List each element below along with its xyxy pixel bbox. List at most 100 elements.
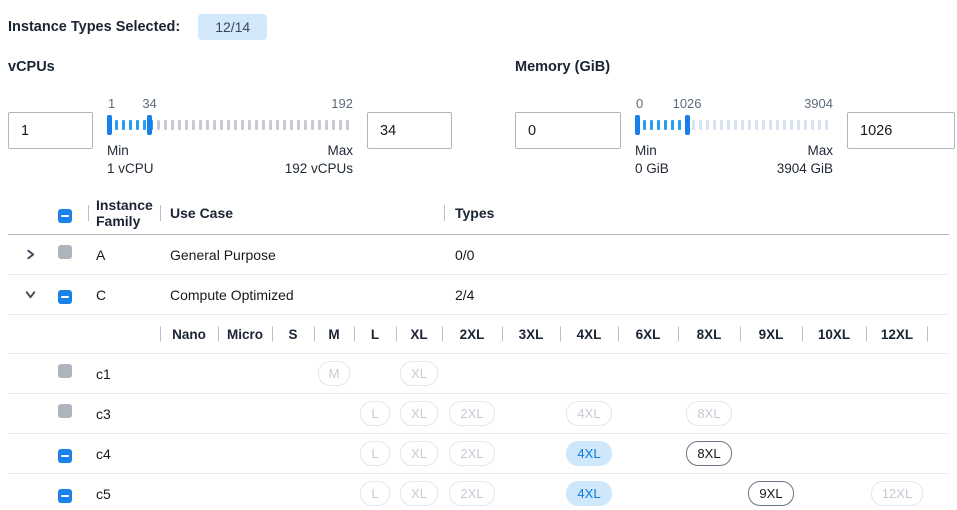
slider-tick — [115, 120, 118, 130]
vcpus-filter: vCPUs 1 34 192 Min 1 vCPU — [8, 59, 460, 178]
family-checkbox-cell — [52, 245, 88, 264]
vcpus-min-input[interactable] — [8, 112, 93, 149]
size-cell-2xl: 2XL — [442, 434, 502, 473]
vcpus-slider-track[interactable] — [107, 113, 353, 137]
size-cell-l — [354, 354, 396, 393]
types-count: 2/4 — [455, 286, 475, 303]
instance-checkbox-c5[interactable] — [58, 489, 72, 504]
slider-tick — [297, 120, 300, 130]
size-columns-grid: Nano Micro S M L XL 2XL 3XL 4XL 6XL 8XL 9XL 10XL 12XL — [160, 315, 949, 353]
instance-sizes-grid: M XL — [160, 354, 949, 393]
memory-max-input[interactable] — [847, 112, 955, 149]
slider-tick — [192, 120, 195, 130]
size-cell-xl: XL — [396, 474, 442, 510]
size-pill-c5-12xl: 12XL — [870, 481, 924, 507]
size-pill-c3-4xl: 4XL — [566, 401, 612, 427]
family-name: A — [96, 246, 106, 263]
memory-slider: 0 1026 3904 Min 0 GiB Max 3904 GiB — [635, 96, 833, 178]
size-cell-4xl: 4XL — [560, 474, 618, 510]
size-cell-s — [272, 354, 314, 393]
slider-tick — [797, 120, 800, 130]
instance-sizes-grid: L XL 2XL 4XL 8XL — [160, 434, 949, 473]
instance-checkbox-c3 — [58, 404, 72, 419]
slider-tick — [136, 120, 139, 130]
slider-tick — [241, 120, 244, 130]
family-checkbox-c[interactable] — [58, 290, 72, 305]
size-cell-l: L — [354, 474, 396, 510]
slider-handle-high[interactable] — [147, 115, 153, 135]
select-all-checkbox[interactable] — [58, 208, 72, 223]
size-cell-9xl: 9XL — [740, 474, 802, 510]
size-pill-c3-2xl: 2XL — [449, 401, 495, 427]
size-cell-12xl — [866, 394, 928, 433]
size-column-micro: Micro — [218, 315, 272, 353]
size-cell-10xl — [802, 394, 866, 433]
slider-tick — [678, 120, 681, 130]
size-pill-c3-l: L — [360, 401, 390, 427]
size-pill-c5-9xl[interactable]: 9XL — [748, 481, 794, 507]
expand-toggle-a[interactable] — [8, 248, 52, 261]
memory-min-input[interactable] — [515, 112, 621, 149]
slider-tick — [783, 120, 786, 130]
family-checkbox-cell — [52, 285, 88, 305]
vcpus-max-caption: Max 192 vCPUs — [284, 143, 353, 177]
size-cell-micro — [218, 394, 272, 433]
size-cell-m — [314, 434, 354, 473]
table-header-row: Instance Family Use Case Types — [8, 192, 949, 236]
slider-tick — [206, 120, 209, 130]
slider-handle-high[interactable] — [684, 115, 690, 135]
size-cell-micro — [218, 474, 272, 510]
size-pill-c4-8xl[interactable]: 8XL — [686, 441, 732, 467]
size-column-8xl: 8XL — [678, 315, 740, 353]
size-cell-6xl — [618, 354, 678, 393]
slider-tick — [643, 120, 646, 130]
slider-tick — [748, 120, 751, 130]
slider-tick — [248, 120, 251, 130]
vcpus-max-input[interactable] — [367, 112, 452, 149]
size-columns-header: Nano Micro S M L XL 2XL 3XL 4XL 6XL 8XL 9XL 10XL 12XL — [8, 315, 949, 355]
column-header-types: Types — [444, 205, 949, 221]
size-cell-l: L — [354, 394, 396, 433]
slider-tick — [825, 120, 828, 130]
family-row-c: C Compute Optimized 2/4 — [8, 275, 949, 316]
memory-slider-track[interactable] — [635, 113, 833, 137]
size-pill-c1-m: M — [317, 361, 351, 387]
instance-checkbox-cell — [52, 364, 88, 383]
memory-title: Memory (GiB) — [515, 59, 611, 75]
size-cell-10xl — [802, 354, 866, 393]
size-column-2xl: 2XL — [442, 315, 502, 353]
family-checkbox-a — [58, 245, 72, 260]
instance-name: c5 — [96, 485, 111, 502]
slider-tick — [776, 120, 779, 130]
slider-tick — [692, 120, 695, 130]
size-cell-2xl: 2XL — [442, 474, 502, 510]
slider-tick — [157, 120, 160, 130]
size-column-m: M — [314, 315, 354, 353]
collapse-toggle-c[interactable] — [8, 288, 52, 301]
memory-end-label: 3904 — [804, 96, 833, 111]
size-pill-c4-4xl[interactable]: 4XL — [566, 441, 612, 467]
instance-checkbox-c4[interactable] — [58, 449, 72, 464]
size-cell-8xl — [678, 354, 740, 393]
size-cell-4xl — [560, 354, 618, 393]
slider-tick — [769, 120, 772, 130]
column-header-use-case: Use Case — [160, 205, 444, 221]
size-cell-2xl: 2XL — [442, 394, 502, 433]
size-cell-m — [314, 474, 354, 510]
slider-tick — [185, 120, 188, 130]
size-pill-c5-4xl[interactable]: 4XL — [566, 481, 612, 507]
instance-row-c1: c1 M XL — [8, 354, 949, 395]
size-cell-micro — [218, 434, 272, 473]
instance-checkbox-cell — [52, 404, 88, 423]
use-case: General Purpose — [170, 246, 276, 263]
vcpus-high-label: 34 — [142, 96, 157, 111]
size-pill-c1-xl: XL — [400, 361, 438, 387]
size-cell-3xl — [502, 394, 560, 433]
size-cell-l: L — [354, 434, 396, 473]
size-cell-8xl: 8XL — [678, 394, 740, 433]
vcpus-slider: 1 34 192 Min 1 vCPU Max 192 vCPUs — [107, 96, 353, 178]
size-column-9xl: 9XL — [740, 315, 802, 353]
slider-handle-low[interactable] — [635, 115, 640, 135]
slider-handle-low[interactable] — [107, 115, 112, 135]
